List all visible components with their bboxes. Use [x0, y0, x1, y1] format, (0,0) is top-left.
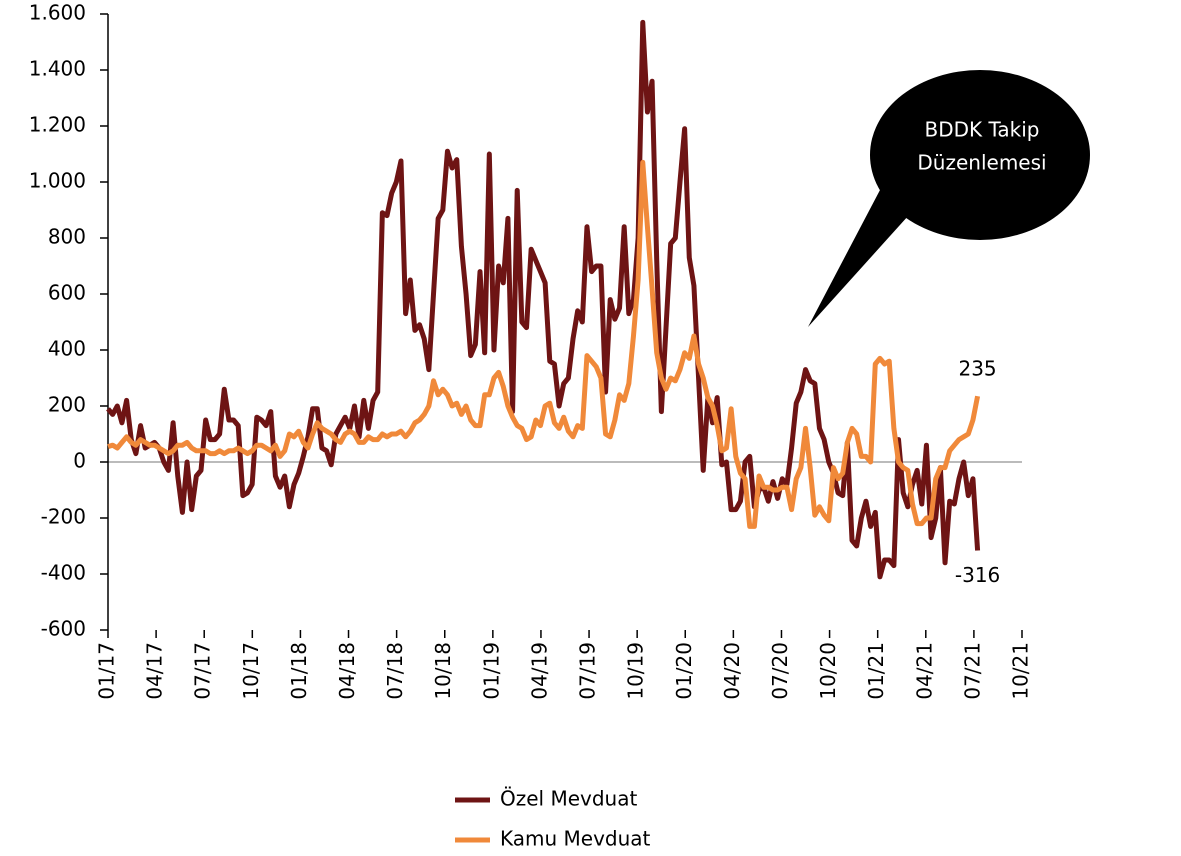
x-tick-label: 01/20 [672, 642, 696, 700]
x-tick-label: 01/19 [479, 642, 503, 700]
y-tick-label: 600 [48, 281, 86, 305]
x-tick-label: 04/19 [527, 642, 551, 700]
x-tick-label: 07/20 [768, 642, 792, 700]
value-label: 235 [958, 357, 996, 381]
y-tick-label: 800 [48, 225, 86, 249]
callout-text: Düzenlemesi [917, 151, 1046, 175]
legend-label: Özel Mevduat [500, 787, 637, 811]
y-tick-label: 0 [73, 449, 86, 473]
x-tick-label: 07/21 [960, 642, 984, 700]
value-label: -316 [955, 563, 1000, 587]
x-tick-label: 04/20 [720, 642, 744, 700]
x-tick-label: 07/18 [383, 642, 407, 700]
y-tick-label: -600 [41, 617, 86, 641]
x-tick-label: 10/19 [624, 642, 648, 700]
legend-label: Kamu Mevduat [500, 827, 651, 851]
y-tick-label: 1.400 [29, 57, 86, 81]
y-tick-label: 1.200 [29, 113, 86, 137]
y-tick-label: -200 [41, 505, 86, 529]
series-line [107, 159, 981, 529]
callout-bubble [870, 70, 1090, 240]
x-tick-label: 07/17 [191, 642, 215, 700]
series-line [106, 19, 981, 580]
x-tick-label: 01/21 [864, 642, 888, 700]
callout-text: BDDK Takip [925, 118, 1040, 142]
callout-tail [808, 190, 918, 327]
x-tick-label: 04/18 [335, 642, 359, 700]
x-tick-label: 10/21 [1009, 642, 1033, 700]
y-tick-label: 200 [48, 393, 86, 417]
y-tick-label: 1.000 [29, 169, 86, 193]
x-tick-label: 01/17 [95, 642, 119, 700]
y-tick-label: 1.600 [29, 1, 86, 25]
x-tick-label: 04/17 [143, 642, 167, 700]
x-tick-label: 01/18 [287, 642, 311, 700]
y-tick-label: -400 [41, 561, 86, 585]
y-tick-label: 400 [48, 337, 86, 361]
x-tick-label: 10/17 [239, 642, 263, 700]
x-tick-label: 07/19 [576, 642, 600, 700]
x-tick-label: 10/20 [816, 642, 840, 700]
x-tick-label: 10/18 [431, 642, 455, 700]
x-tick-label: 04/21 [912, 642, 936, 700]
